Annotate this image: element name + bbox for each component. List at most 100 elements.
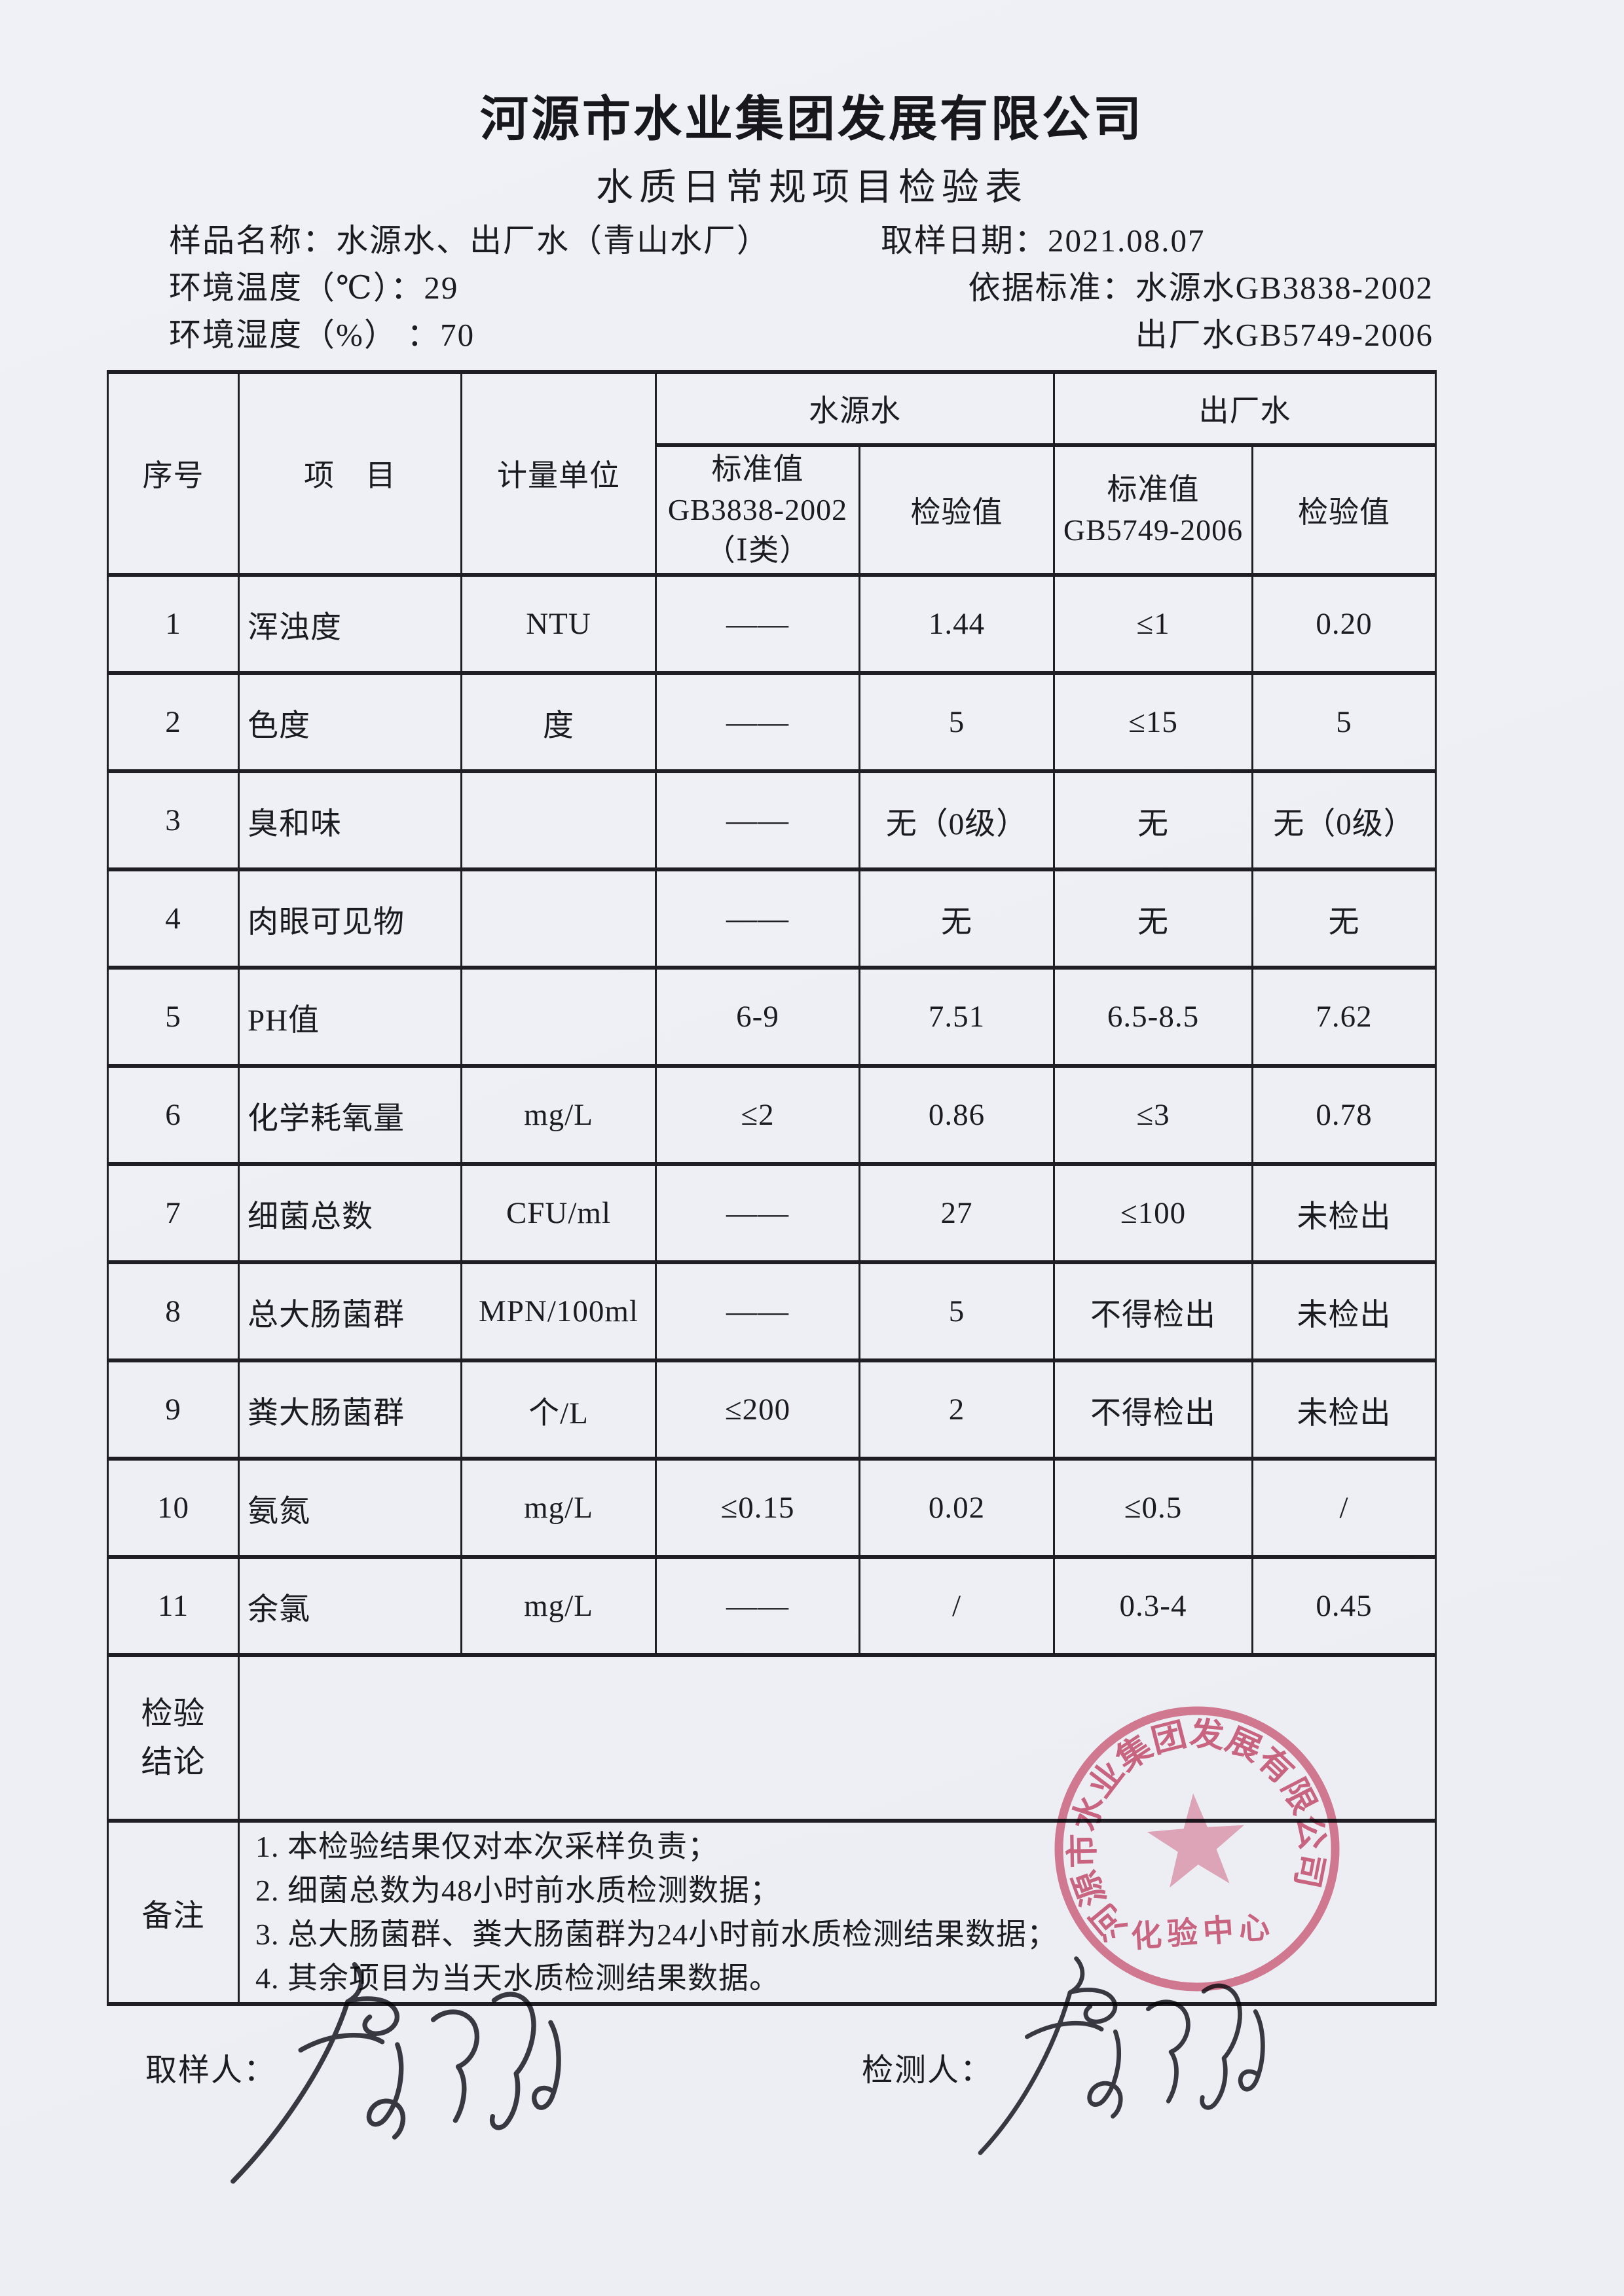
tester-label: 检测人： <box>862 2053 993 2088</box>
cell-unit: mg/L <box>460 1457 657 1559</box>
col-header-item: 项 目 <box>238 370 462 577</box>
table-row: 7 细菌总数 CFU/ml —— 27 ≤100 未检出 <box>107 1162 1437 1264</box>
cell-fac_std: ≤100 <box>1053 1162 1253 1264</box>
cell-fac_val: 未检出 <box>1251 1162 1437 1264</box>
source-standard-line2: GB3838-2002 <box>667 493 848 526</box>
col-header-unit: 计量单位 <box>460 370 657 577</box>
cell-fac_std: 6.5-8.5 <box>1053 966 1253 1068</box>
header-group-row: 序号 项 目 计量单位 水源水 出厂水 <box>107 370 1437 577</box>
form-title: 水质日常规项目检验表 <box>596 167 1028 208</box>
table-row: 6 化学耗氧量 mg/L ≤2 0.86 ≤3 0.78 <box>107 1064 1437 1166</box>
group-header-factory-water: 出厂水 <box>1053 370 1437 447</box>
cell-no: 3 <box>107 769 240 871</box>
cell-src_val: 无 <box>858 867 1055 970</box>
cell-no: 6 <box>107 1064 240 1166</box>
env-humidity: 环境湿度（%） ：70 <box>169 317 475 353</box>
remarks-row: 备注 1. 本检验结果仅对本次采样负责； 2. 细菌总数为48小时前水质检测数据… <box>107 1819 1437 2006</box>
cell-fac_val: 0.78 <box>1251 1064 1437 1166</box>
conclusion-label-line1: 检验 <box>141 1696 206 1731</box>
table-row: 11 余氯 mg/L ——/0.3-4 0.45 <box>107 1555 1437 1657</box>
table-row: 3 臭和味 —— 无（0级）无无（0级） <box>107 769 1437 871</box>
cell-no: 8 <box>107 1260 240 1362</box>
sample-name: 样品名称：水源水、出厂水（青山水厂） <box>169 223 771 259</box>
conclusion-value <box>238 1653 1437 1823</box>
remarks-label: 备注 <box>107 1819 240 2006</box>
cell-item: 浑浊度 <box>238 573 462 675</box>
cell-fac_std: ≤15 <box>1053 671 1253 773</box>
cell-no: 2 <box>107 671 240 773</box>
sampler-signature <box>231 1961 561 2184</box>
remark-line-2: 2. 细菌总数为48小时前水质检测数据； <box>255 1874 781 1907</box>
cell-item: 余氯 <box>238 1555 462 1657</box>
source-standard-line3: （Ⅰ类） <box>705 534 811 567</box>
table-row: 9 粪大肠菌群 个/L ≤200 2 不得检出 未检出 <box>107 1358 1437 1461</box>
cell-item: 化学耗氧量 <box>238 1064 462 1166</box>
cell-src_val: / <box>858 1555 1055 1657</box>
company-seal-stamp: 河源市水业集团发展有限公司 化验中心 <box>1054 1706 1340 1992</box>
cell-fac_val: 0.20 <box>1251 573 1437 675</box>
cell-no: 1 <box>107 573 240 675</box>
cell-unit: 度 <box>460 671 657 773</box>
col-header-factory-standard: 标准值 GB5749-2006 <box>1053 443 1253 577</box>
cell-no: 7 <box>107 1162 240 1264</box>
cell-item: 氨氮 <box>238 1457 462 1559</box>
cell-unit: CFU/ml <box>460 1162 657 1264</box>
cell-src_std: —— <box>655 867 860 970</box>
cell-item: 肉眼可见物 <box>238 867 462 970</box>
cell-src_std: —— <box>655 573 860 675</box>
cell-src_std: ≤2 <box>655 1064 860 1166</box>
cell-src_std: —— <box>655 671 860 773</box>
conclusion-label: 检验 结论 <box>107 1653 240 1823</box>
table-row: 1 浑浊度 NTU —— 1.44 ≤1 0.20 <box>107 573 1437 675</box>
info-line-3: 环境湿度（%） ：70 出厂水GB5749-2006 <box>107 309 1435 353</box>
remark-line-3: 3. 总大肠菌群、粪大肠菌群为24小时前水质检测结果数据； <box>255 1918 1058 1951</box>
cell-fac_val: 无（0级） <box>1251 769 1437 871</box>
cell-item: 粪大肠菌群 <box>238 1358 462 1461</box>
standard-source-water: 依据标准：水源水GB3838-2002 <box>968 270 1433 306</box>
cell-src_std: ≤200 <box>655 1358 860 1461</box>
env-temperature: 环境温度（℃）：29 <box>169 270 459 306</box>
sampling-date: 取样日期：2021.08.07 <box>881 223 1206 259</box>
col-header-source-value: 检验值 <box>858 443 1055 577</box>
factory-standard-line2: GB5749-2006 <box>1063 513 1244 547</box>
cell-no: 4 <box>107 867 240 970</box>
cell-src_val: 0.02 <box>858 1457 1055 1559</box>
table-row: 8 总大肠菌群 MPN/100ml —— 5 不得检出 未检出 <box>107 1260 1437 1362</box>
cell-item: 总大肠菌群 <box>238 1260 462 1362</box>
cell-fac_std: ≤3 <box>1053 1064 1253 1166</box>
cell-src_std: —— <box>655 769 860 871</box>
cell-src_val: 无（0级） <box>858 769 1055 871</box>
seal-star-icon <box>1147 1793 1244 1888</box>
cell-src_val: 5 <box>858 671 1055 773</box>
remarks-content: 1. 本检验结果仅对本次采样负责； 2. 细菌总数为48小时前水质检测数据； 3… <box>238 1819 1437 2006</box>
cell-src_std: ≤0.15 <box>655 1457 860 1559</box>
cell-src_std: —— <box>655 1260 860 1362</box>
cell-src_val: 0.86 <box>858 1064 1055 1166</box>
cell-fac_val: 未检出 <box>1251 1260 1437 1362</box>
cell-unit: mg/L <box>460 1555 657 1657</box>
info-line-2: 环境温度（℃）：29 依据标准：水源水GB3838-2002 <box>107 262 1435 306</box>
cell-src_val: 1.44 <box>858 573 1055 675</box>
table-row: 2 色度度 —— 5 ≤15 5 <box>107 671 1437 773</box>
table-row: 5 PH值 6-9 7.51 6.5-8.5 7.62 <box>107 966 1437 1068</box>
remark-line-1: 1. 本检验结果仅对本次采样负责； <box>255 1830 718 1863</box>
col-header-source-standard: 标准值 GB3838-2002 （Ⅰ类） <box>655 443 860 577</box>
cell-fac_val: 未检出 <box>1251 1358 1437 1461</box>
cell-src_std: 6-9 <box>655 966 860 1068</box>
cell-item: 色度 <box>238 671 462 773</box>
cell-src_val: 5 <box>858 1260 1055 1362</box>
cell-src_val: 7.51 <box>858 966 1055 1068</box>
cell-unit: MPN/100ml <box>460 1260 657 1362</box>
table-row: 4 肉眼可见物 —— 无无无 <box>107 867 1437 970</box>
cell-fac_val: / <box>1251 1457 1437 1559</box>
info-line-1: 样品名称：水源水、出厂水（青山水厂） 取样日期：2021.08.07 <box>107 215 1435 259</box>
results-table: 序号 项 目 计量单位 水源水 出厂水 标准值 GB3838-2002 （Ⅰ类）… <box>107 370 1437 2006</box>
cell-unit: mg/L <box>460 1064 657 1166</box>
conclusion-row: 检验 结论 <box>107 1653 1437 1823</box>
table-row: 10 氨氮 mg/L ≤0.15 0.02 ≤0.5/ <box>107 1457 1437 1559</box>
cell-unit: NTU <box>460 573 657 675</box>
source-standard-line1: 标准值 <box>711 452 804 486</box>
standard-factory-water: 出厂水GB5749-2006 <box>1135 317 1433 353</box>
cell-item: PH值 <box>238 966 462 1068</box>
